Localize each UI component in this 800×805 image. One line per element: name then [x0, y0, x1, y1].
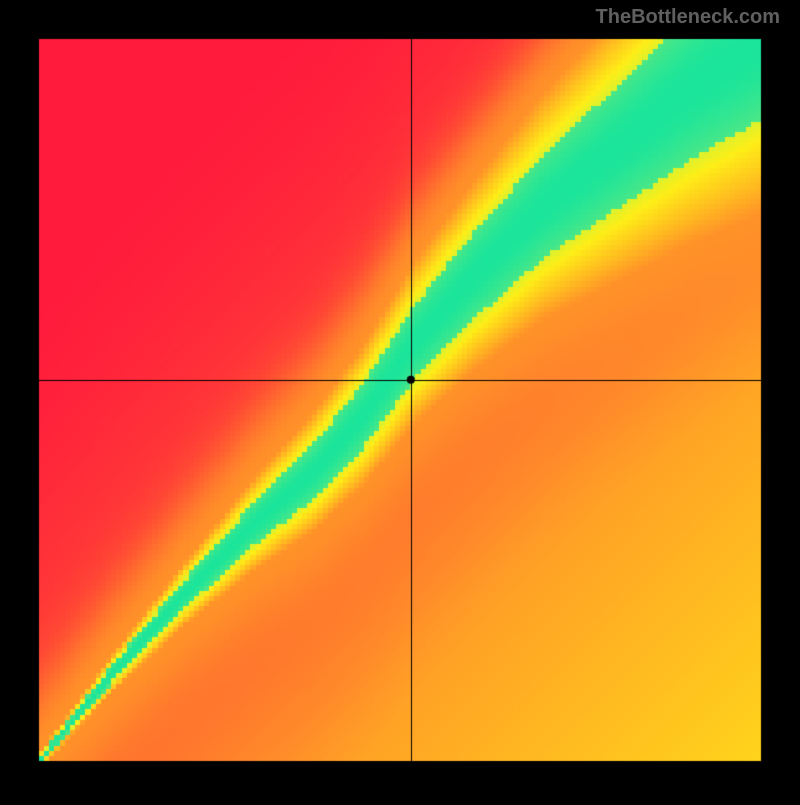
heatmap-canvas	[0, 0, 800, 800]
watermark-text: TheBottleneck.com	[596, 6, 780, 29]
heatmap-container	[0, 0, 800, 805]
